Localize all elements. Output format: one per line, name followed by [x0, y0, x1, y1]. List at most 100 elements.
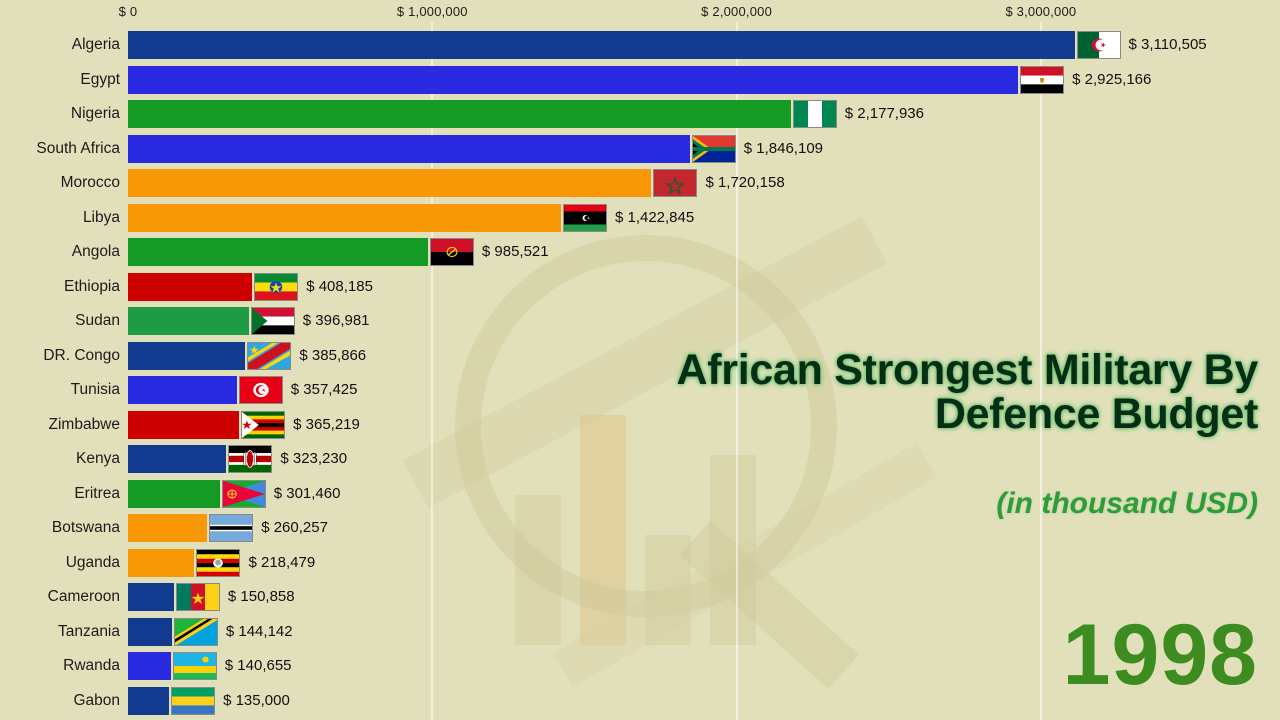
x-axis-tick: $ 1,000,000 [396, 4, 468, 19]
bar-row: Botswana $ 260,257 [0, 514, 1280, 542]
value-bar [128, 31, 1075, 59]
flag-icon [209, 514, 254, 542]
gridline [1039, 22, 1042, 720]
value-bar [128, 617, 172, 646]
flag-icon [247, 341, 292, 370]
value-label: $ 396,981 [302, 312, 370, 329]
chart-title: African Strongest Military By Defence Bu… [438, 346, 1259, 439]
bar-row: Sudan $ 396,981 [0, 307, 1280, 335]
value-bar [128, 65, 1019, 94]
bar-row: Angola $ 985,521 [0, 238, 1280, 266]
value-label: $ 1,846,109 [743, 139, 824, 157]
bar-row: Egypt $ 2,925,166 [0, 65, 1280, 94]
flag-icon [792, 100, 837, 128]
value-label: $ 1,422,845 [614, 208, 695, 226]
value-bar [128, 583, 174, 611]
bar-row: Uganda $ 218,479 [0, 548, 1280, 577]
bar-row: Libya $ 1,422,845 [0, 203, 1280, 232]
flag-icon [173, 617, 218, 646]
bar-row: South Africa $ 1,846,109 [0, 134, 1280, 163]
bar-row: Tanzania $ 144,142 [0, 617, 1280, 646]
value-bar [128, 376, 237, 404]
value-bar [128, 169, 652, 197]
country-label: Angola [71, 243, 120, 260]
flag-icon [691, 134, 736, 163]
x-axis: $ 0 $ 1,000,000 $ 2,000,000 $ 3,000,000 [0, 0, 1280, 22]
chart-title-line2: Defence Budget [934, 390, 1258, 439]
value-bar [128, 203, 561, 232]
value-label: $ 218,479 [248, 553, 316, 571]
bar-row: Tunisia $ 357,425 [0, 376, 1280, 404]
value-bar [128, 410, 240, 439]
flag-icon [196, 548, 241, 577]
value-label: $ 323,230 [280, 450, 348, 467]
value-bar [128, 134, 690, 163]
bar-row: Nigeria $ 2,177,936 [0, 100, 1280, 128]
value-label: $ 260,257 [261, 519, 328, 536]
bar-row: Gabon $ 135,000 [0, 686, 1280, 715]
country-label: Botswana [51, 519, 120, 536]
country-label: Morocco [60, 174, 120, 191]
flag-icon [171, 686, 216, 715]
country-label: Kenya [76, 450, 120, 467]
value-label: $ 408,185 [306, 277, 373, 295]
value-label: $ 985,521 [481, 243, 549, 260]
value-label: $ 357,425 [290, 381, 358, 398]
value-bar [128, 238, 428, 266]
value-label: $ 301,460 [273, 484, 341, 502]
value-bar [128, 272, 253, 301]
bar-row: Rwanda $ 140,655 [0, 652, 1280, 680]
chart-title-line1: African Strongest Military By [676, 346, 1259, 394]
value-label: $ 144,142 [225, 622, 293, 640]
flag-icon [1076, 31, 1121, 59]
flag-icon [254, 272, 299, 301]
value-bar [128, 479, 220, 508]
value-label: $ 365,219 [293, 415, 360, 433]
country-label: Egypt [80, 70, 120, 88]
x-axis-tick: $ 0 [118, 4, 138, 19]
bar-row: Morocco $ 1,720,158 [0, 169, 1280, 197]
value-label: $ 140,655 [224, 657, 292, 674]
value-label: $ 2,925,166 [1072, 70, 1152, 88]
country-label: Tanzania [57, 622, 120, 640]
value-label: $ 1,720,158 [705, 174, 785, 191]
gridline [735, 22, 738, 720]
value-label: $ 2,177,936 [844, 105, 924, 122]
value-bar [128, 100, 791, 128]
flag-icon [1020, 65, 1065, 94]
value-bar [128, 341, 246, 370]
value-label: $ 385,866 [299, 346, 367, 364]
country-label: Eritrea [74, 484, 120, 502]
country-label: DR. Congo [43, 346, 120, 364]
country-label: Sudan [75, 312, 120, 329]
value-label: $ 135,000 [223, 691, 290, 709]
flag-icon [250, 307, 295, 335]
country-label: Cameroon [47, 588, 120, 605]
value-label: $ 3,110,505 [1128, 36, 1207, 53]
bar-row: DR. Congo $ 385,866 [0, 341, 1280, 370]
bar-row: Cameroon $ 150,858 [0, 583, 1280, 611]
flag-icon [175, 583, 220, 611]
flag-icon [241, 410, 286, 439]
value-label: $ 150,858 [227, 588, 295, 605]
flag-icon [562, 203, 607, 232]
flag-icon [228, 445, 273, 473]
country-label: Algeria [71, 36, 120, 53]
country-label: Tunisia [70, 381, 120, 398]
value-bar [128, 548, 195, 577]
gridline [431, 22, 434, 720]
year-counter: 1998 [1062, 607, 1258, 703]
bar-row: Zimbabwe $ 365,219 [0, 410, 1280, 439]
flag-icon [238, 376, 283, 404]
bar-row: Ethiopia $ 408,185 [0, 272, 1280, 301]
value-bar [128, 307, 249, 335]
flag-icon [429, 238, 474, 266]
country-label: Uganda [65, 553, 120, 571]
country-label: Libya [82, 208, 120, 226]
flag-icon [653, 169, 698, 197]
country-label: South Africa [36, 139, 120, 157]
country-label: Gabon [73, 691, 120, 709]
bar-row: Kenya $ 323,230 [0, 445, 1280, 473]
